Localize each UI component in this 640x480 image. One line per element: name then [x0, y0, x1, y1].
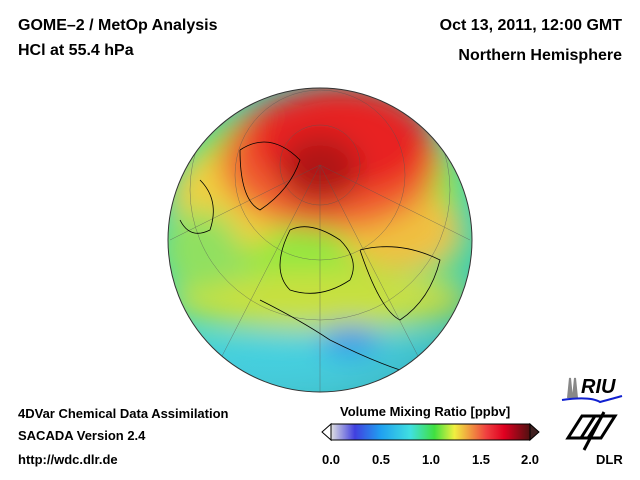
title-line1: GOME–2 / MetOp Analysis	[18, 17, 218, 34]
footer-url[interactable]: http://wdc.dlr.de	[18, 452, 118, 467]
colorbar	[321, 422, 540, 442]
colorbar-title: Volume Mixing Ratio [ppbv]	[340, 404, 511, 419]
colorbar-tick: 1.5	[471, 452, 491, 467]
footer-line2: SACADA Version 2.4	[18, 428, 146, 443]
colorbar-under-arrow	[321, 422, 332, 442]
dlr-logo-text: DLR	[596, 452, 623, 467]
title-line2: HCl at 55.4 hPa	[18, 42, 134, 59]
colorbar-tick: 1.0	[421, 452, 441, 467]
riu-logo-text: RIU	[581, 376, 616, 398]
colorbar-tick: 2.0	[520, 452, 540, 467]
colorbar-tick: 0.5	[371, 452, 391, 467]
colorbar-tick: 0.0	[321, 452, 341, 467]
dlr-logo	[565, 411, 618, 451]
colorbar-over-arrow	[529, 422, 540, 442]
footer-line1: 4DVar Chemical Data Assimilation	[18, 406, 229, 421]
hcl-field	[168, 88, 472, 392]
region-label: Northern Hemisphere	[458, 47, 622, 64]
date-label: Oct 13, 2011, 12:00 GMT	[439, 17, 622, 34]
riu-logo	[561, 377, 623, 404]
